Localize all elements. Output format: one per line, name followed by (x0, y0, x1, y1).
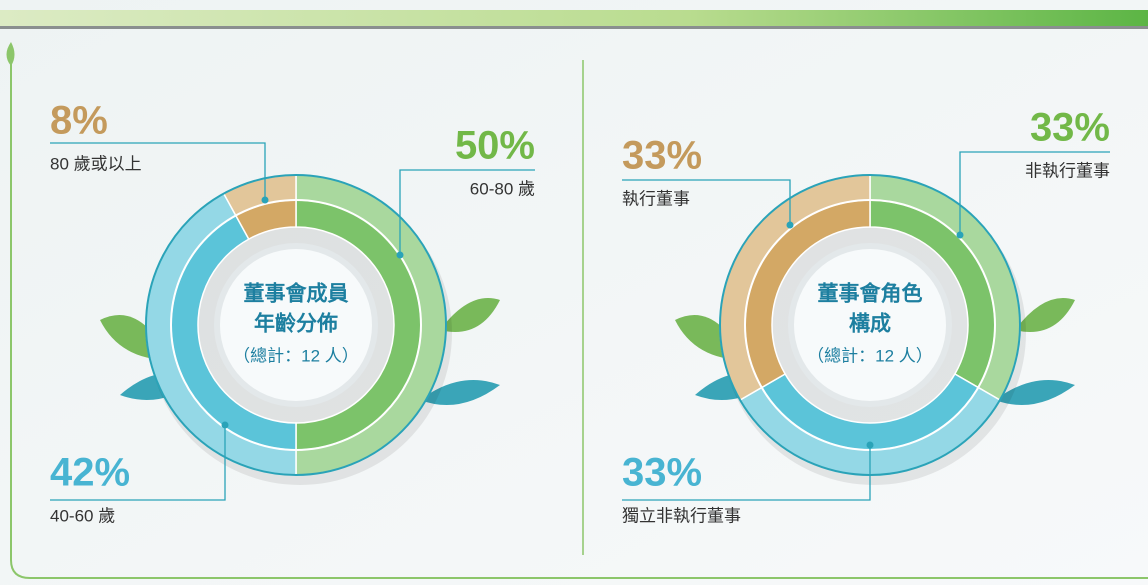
center-title: 董事會成員 (244, 282, 349, 306)
category-label: 獨立非執行董事 (622, 506, 741, 525)
top-bar-shadow (0, 26, 1148, 29)
value-label: 8% (50, 99, 108, 143)
value-label: 33% (1030, 106, 1110, 150)
center-title: 構成 (849, 312, 891, 336)
infographic: 董事會成員年齡分佈 （總計：12 人） 50% 60-80 歲 42% 40-60 歲 8%… (0, 0, 1148, 585)
center-subtitle: （總計：12 人） (807, 346, 933, 365)
value-label: 42% (50, 451, 130, 495)
top-bar (0, 10, 1148, 26)
category-label: 80 歲或以上 (50, 154, 142, 173)
value-label: 33% (622, 134, 702, 178)
center-title: 年齡分佈 (254, 312, 338, 336)
value-label: 50% (455, 124, 535, 168)
leader-dot (957, 232, 964, 239)
center-title: 董事會角色 (818, 282, 923, 306)
category-label: 執行董事 (622, 189, 690, 208)
leader-dot (222, 422, 229, 429)
leader-dot (262, 197, 269, 204)
category-label: 40-60 歲 (50, 506, 115, 525)
leader-dot (787, 222, 794, 229)
leader-dot (867, 442, 874, 449)
value-label: 33% (622, 451, 702, 495)
category-label: 非執行董事 (1025, 161, 1110, 180)
center-subtitle: （總計：12 人） (233, 346, 359, 365)
category-label: 60-80 歲 (470, 179, 535, 198)
leader-dot (397, 252, 404, 259)
